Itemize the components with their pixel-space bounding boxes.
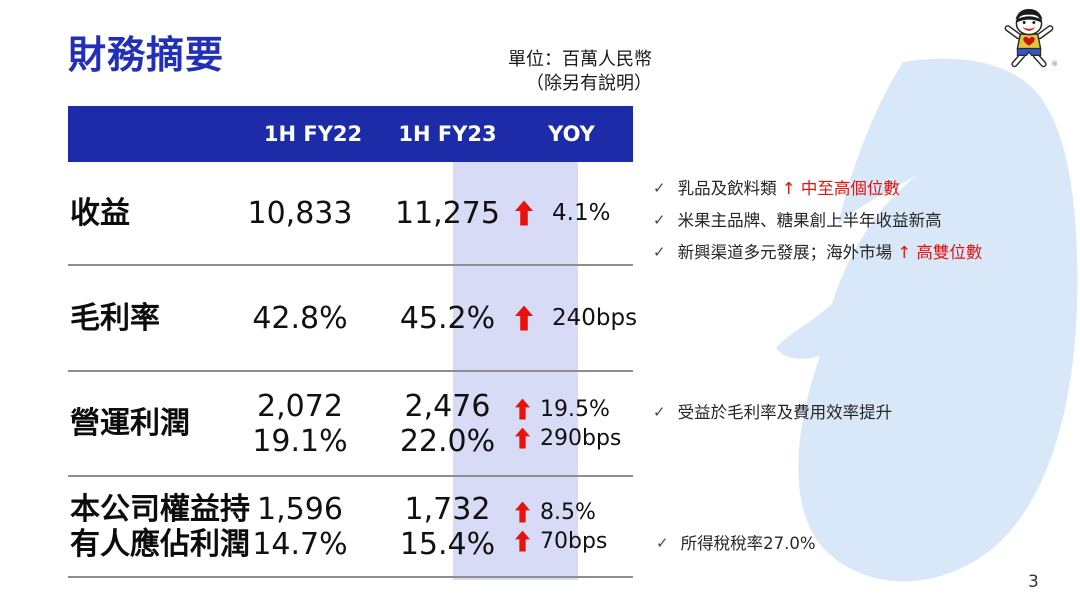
mascot-logo-icon: ® bbox=[1004, 8, 1058, 68]
check-icon: ✓ bbox=[653, 403, 666, 421]
up-arrow-icon bbox=[515, 427, 530, 449]
check-icon: ✓ bbox=[656, 534, 669, 552]
up-arrow-icon bbox=[515, 200, 533, 226]
financial-table: 收益 10,833 11,275 4.1% 毛利率 42.8% bbox=[68, 162, 637, 578]
note-item: ✓ 受益於毛利率及費用效率提升 bbox=[653, 400, 1073, 425]
fy23-value: 1,732 15.4% bbox=[399, 491, 496, 562]
fy23-value: 45.2% bbox=[399, 300, 496, 336]
unit-note-line1: 單位：百萬人民幣 bbox=[508, 49, 652, 70]
logo-registered-mark: ® bbox=[1051, 60, 1058, 68]
row-label: 收益 bbox=[70, 195, 130, 231]
note-red-emphasis: ↑ 高雙位數 bbox=[897, 243, 983, 262]
column-header-1h-fy22: 1H FY22 bbox=[263, 122, 363, 146]
fy22-value: 2,072 19.1% bbox=[252, 388, 348, 459]
up-arrow-icon bbox=[515, 398, 530, 420]
page-title: 財務摘要 bbox=[68, 33, 225, 77]
operating-profit-note: ✓ 受益於毛利率及費用效率提升 bbox=[653, 400, 1073, 432]
note-red-emphasis: ↑ 中至高個位數 bbox=[781, 179, 900, 198]
note-text: 米果主品牌、糖果創上半年收益新高 bbox=[677, 211, 942, 230]
row-label: 本公司權益持 有人應佔利潤 bbox=[70, 491, 250, 562]
table-row-operating-profit: 營運利潤 2,072 19.1% 2,476 22.0% 19.5% 290bp… bbox=[68, 372, 633, 477]
fy22-value: 10,833 bbox=[247, 195, 353, 231]
up-arrow-icon bbox=[515, 305, 533, 331]
note-item: ✓ 乳品及飲料類 ↑ 中至高個位數 bbox=[653, 176, 1073, 201]
revenue-notes: ✓ 乳品及飲料類 ↑ 中至高個位數 ✓ 米果主品牌、糖果創上半年收益新高 ✓ 新… bbox=[653, 176, 1073, 272]
up-arrow-icon bbox=[515, 501, 530, 523]
up-arrow-icon bbox=[515, 530, 530, 552]
table-row-revenue: 收益 10,833 11,275 4.1% bbox=[68, 162, 633, 266]
table-row-attributable-profit: 本公司權益持 有人應佔利潤 1,596 14.7% 1,732 15.4% 8.… bbox=[68, 477, 633, 578]
fy23-value: 11,275 bbox=[395, 195, 500, 231]
yoy-value: 8.5% 70bps bbox=[515, 477, 633, 576]
fy22-value: 1,596 14.7% bbox=[252, 491, 348, 562]
row-label: 營運利潤 bbox=[70, 406, 190, 441]
check-icon: ✓ bbox=[653, 211, 666, 229]
note-text: 受益於毛利率及費用效率提升 bbox=[677, 403, 893, 422]
yoy-value: 4.1% bbox=[515, 162, 633, 264]
unit-note-line2: （除另有說明） bbox=[526, 73, 652, 94]
table-row-gross-margin: 毛利率 42.8% 45.2% 240bps bbox=[68, 266, 637, 372]
column-header-yoy: YOY bbox=[548, 122, 595, 146]
net-profit-note: ✓ 所得稅稅率27.0% bbox=[656, 531, 1076, 563]
note-item: ✓ 所得稅稅率27.0% bbox=[656, 531, 1076, 556]
yoy-value: 240bps bbox=[515, 266, 637, 370]
table-header-bar: 1H FY22 1H FY23 YOY bbox=[68, 106, 633, 162]
swoosh-crest-shape bbox=[838, 58, 1028, 224]
note-text: 乳品及飲料類 ↑ 中至高個位數 bbox=[677, 179, 900, 198]
column-header-1h-fy23: 1H FY23 bbox=[398, 122, 497, 146]
fy22-value: 42.8% bbox=[252, 300, 348, 336]
swoosh-body-shape bbox=[776, 84, 1078, 582]
row-label: 毛利率 bbox=[70, 300, 160, 336]
check-icon: ✓ bbox=[653, 243, 666, 261]
fy23-value: 2,476 22.0% bbox=[399, 388, 496, 459]
unit-note: 單位：百萬人民幣 （除另有說明） bbox=[400, 48, 652, 96]
note-item: ✓ 新興渠道多元發展；海外市場 ↑ 高雙位數 bbox=[653, 240, 1073, 265]
note-item: ✓ 米果主品牌、糖果創上半年收益新高 bbox=[653, 208, 1073, 233]
yoy-value: 19.5% 290bps bbox=[515, 372, 633, 475]
page-number: 3 bbox=[1028, 572, 1039, 592]
note-text: 新興渠道多元發展；海外市場 ↑ 高雙位數 bbox=[677, 243, 983, 262]
note-text: 所得稅稅率27.0% bbox=[680, 534, 816, 553]
check-icon: ✓ bbox=[653, 179, 666, 197]
